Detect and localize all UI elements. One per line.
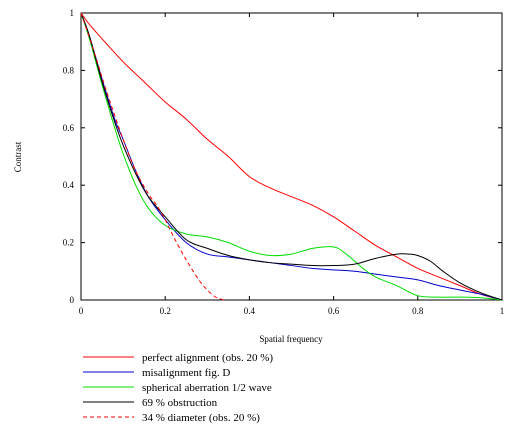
legend-label: perfect alignment (obs. 20 %) [142, 352, 273, 364]
y-axis-label: Contrast [13, 141, 23, 172]
y-tick-label: 0.8 [63, 65, 75, 75]
series-line-2 [80, 12, 503, 301]
y-tick-label: 0 [70, 295, 75, 305]
legend: perfect alignment (obs. 20 %) misalignmen… [83, 352, 273, 424]
y-tick-label: 0.2 [63, 238, 74, 248]
series-line-1 [80, 12, 503, 301]
x-tick-label: 0.6 [328, 306, 340, 316]
x-tick-label: 0.2 [160, 306, 171, 316]
y-tick-label: 0.6 [63, 123, 75, 133]
y-axis-ticks: 0 0.2 0.4 0.6 0.8 1 [63, 8, 502, 305]
x-axis-ticks: 0 0.2 0.4 0.6 0.8 1 [79, 13, 505, 316]
x-tick-label: 0 [79, 306, 84, 316]
x-axis-label: Spatial frequency [259, 334, 323, 344]
series-lines [80, 12, 503, 301]
x-tick-label: 0.4 [244, 306, 256, 316]
legend-label: 34 % diameter (obs. 20 %) [142, 412, 260, 424]
x-tick-label: 1 [500, 306, 505, 316]
legend-label: 69 % obstruction [142, 397, 218, 409]
series-line-5 [80, 12, 225, 301]
legend-label: spherical aberration 1/2 wave [142, 382, 272, 394]
series-line-3 [80, 12, 503, 301]
legend-label: misalignment fig. D [142, 367, 230, 379]
series-line-4 [80, 12, 503, 301]
x-tick-label: 0.8 [412, 306, 424, 316]
plot-frame [80, 12, 503, 301]
y-tick-label: 0.4 [63, 180, 75, 190]
y-tick-label: 1 [70, 8, 75, 18]
